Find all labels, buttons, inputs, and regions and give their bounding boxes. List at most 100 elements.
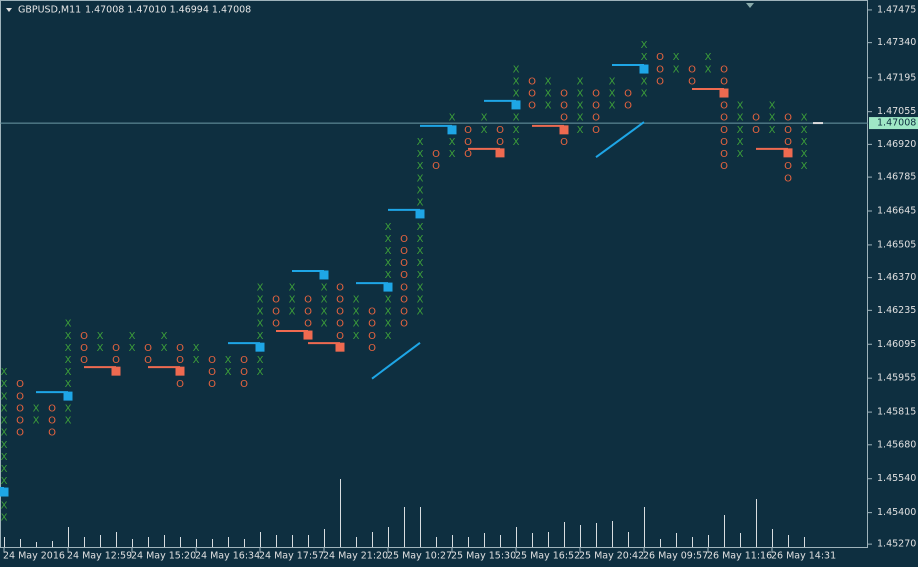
- pf-column: XX: [705, 52, 712, 75]
- o-box: O: [80, 355, 88, 366]
- o-box: O: [176, 355, 184, 366]
- price-label-bg: [869, 117, 918, 130]
- o-box: O: [400, 294, 408, 305]
- o-box: O: [560, 89, 568, 100]
- x-box: X: [257, 355, 264, 366]
- o-box: O: [400, 319, 408, 330]
- y-tick-label: 1.45540: [877, 473, 916, 484]
- o-box: O: [432, 149, 440, 160]
- pf-column: OOO: [80, 331, 88, 366]
- x-box: X: [417, 137, 424, 148]
- x-box: X: [801, 125, 808, 136]
- o-box: O: [688, 64, 696, 75]
- x-box: X: [289, 282, 296, 293]
- x-box: X: [417, 258, 424, 269]
- up-marker: [319, 270, 329, 280]
- down-marker: [783, 148, 793, 158]
- x-box: X: [257, 294, 264, 305]
- o-box: O: [336, 294, 344, 305]
- x-box: X: [417, 282, 424, 293]
- x-tick-label: 26 May 09:57: [643, 551, 708, 562]
- x-box: X: [1, 512, 8, 523]
- o-box: O: [368, 307, 376, 318]
- o-box: O: [16, 403, 24, 414]
- x-box: X: [737, 113, 744, 124]
- up-marker: [0, 487, 9, 497]
- x-box: X: [33, 416, 40, 427]
- y-tick-label: 1.46785: [877, 172, 916, 183]
- x-tick-label: 24 May 16:34: [195, 551, 260, 562]
- o-box: O: [624, 89, 632, 100]
- y-tick-label: 1.46370: [877, 272, 916, 283]
- x-box: X: [417, 222, 424, 233]
- y-tick-label: 1.46505: [877, 239, 916, 250]
- o-box: O: [464, 137, 472, 148]
- x-box: X: [737, 101, 744, 112]
- pf-column: OO: [144, 343, 152, 366]
- x-box: X: [321, 307, 328, 318]
- y-tick-label: 1.45400: [877, 507, 916, 518]
- o-box: O: [784, 161, 792, 172]
- x-box: X: [385, 222, 392, 233]
- x-box: X: [385, 294, 392, 305]
- x-box: X: [641, 89, 648, 100]
- y-tick-label: 1.45680: [877, 439, 916, 450]
- pf-column: OO: [496, 125, 504, 148]
- symbol: GBPUSD,M11: [18, 5, 81, 16]
- o-box: O: [272, 319, 280, 330]
- x-box: X: [417, 234, 424, 245]
- o-box: O: [784, 125, 792, 136]
- menu-arrow[interactable]: [6, 8, 12, 12]
- o-box: O: [592, 113, 600, 124]
- x-box: X: [705, 64, 712, 75]
- pf-column: XX: [673, 52, 680, 75]
- x-box: X: [193, 355, 200, 366]
- pf-column: OOO: [656, 52, 664, 87]
- x-box: X: [1, 476, 8, 487]
- o-box: O: [656, 64, 664, 75]
- x-box: X: [609, 89, 616, 100]
- x-box: X: [257, 331, 264, 342]
- o-box: O: [400, 282, 408, 293]
- o-box: O: [656, 52, 664, 63]
- x-box: X: [417, 198, 424, 209]
- o-box: O: [304, 319, 312, 330]
- up-marker: [255, 342, 265, 352]
- x-box: X: [65, 343, 72, 354]
- o-box: O: [528, 76, 536, 87]
- x-box: X: [257, 367, 264, 378]
- x-box: X: [481, 113, 488, 124]
- o-box: O: [560, 113, 568, 124]
- o-box: O: [656, 76, 664, 87]
- o-box: O: [624, 101, 632, 112]
- x-box: X: [673, 52, 680, 63]
- x-tick-label: 25 May 16:52: [515, 551, 580, 562]
- o-box: O: [144, 355, 152, 366]
- x-box: X: [737, 149, 744, 160]
- x-box: X: [65, 379, 72, 390]
- o-box: O: [240, 379, 248, 390]
- x-box: X: [577, 113, 584, 124]
- o-box: O: [464, 125, 472, 136]
- o-box: O: [400, 258, 408, 269]
- x-box: X: [417, 246, 424, 257]
- x-box: X: [545, 89, 552, 100]
- o-box: O: [720, 161, 728, 172]
- x-box: X: [609, 101, 616, 112]
- x-box: X: [97, 331, 104, 342]
- up-marker: [447, 125, 457, 135]
- o-box: O: [784, 173, 792, 184]
- o-box: O: [720, 101, 728, 112]
- down-marker: [719, 88, 729, 98]
- o-box: O: [304, 294, 312, 305]
- o-box: O: [720, 125, 728, 136]
- x-box: X: [321, 282, 328, 293]
- o-box: O: [592, 125, 600, 136]
- x-box: X: [129, 343, 136, 354]
